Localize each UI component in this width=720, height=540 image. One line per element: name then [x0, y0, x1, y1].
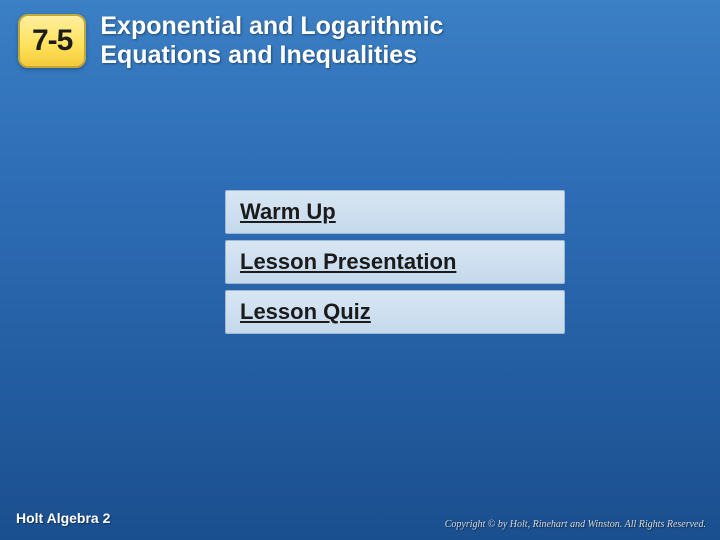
section-number-badge: 7-5: [18, 14, 86, 68]
slide-title: Exponential and Logarithmic Equations an…: [100, 12, 443, 70]
lesson-links: Warm Up Lesson Presentation Lesson Quiz: [225, 190, 565, 340]
footer-book-title: Holt Algebra 2: [16, 510, 110, 526]
title-line-2: Equations and Inequalities: [100, 41, 417, 69]
link-row-lesson-quiz[interactable]: Lesson Quiz: [225, 290, 565, 334]
slide-header: 7-5 Exponential and Logarithmic Equation…: [0, 0, 720, 78]
lesson-presentation-link[interactable]: Lesson Presentation: [240, 249, 456, 274]
lesson-quiz-link[interactable]: Lesson Quiz: [240, 299, 371, 324]
title-line-1: Exponential and Logarithmic: [100, 12, 443, 40]
link-row-warm-up[interactable]: Warm Up: [225, 190, 565, 234]
warm-up-link[interactable]: Warm Up: [240, 199, 336, 224]
footer-copyright: Copyright © by Holt, Rinehart and Winsto…: [445, 519, 706, 530]
link-row-lesson-presentation[interactable]: Lesson Presentation: [225, 240, 565, 284]
